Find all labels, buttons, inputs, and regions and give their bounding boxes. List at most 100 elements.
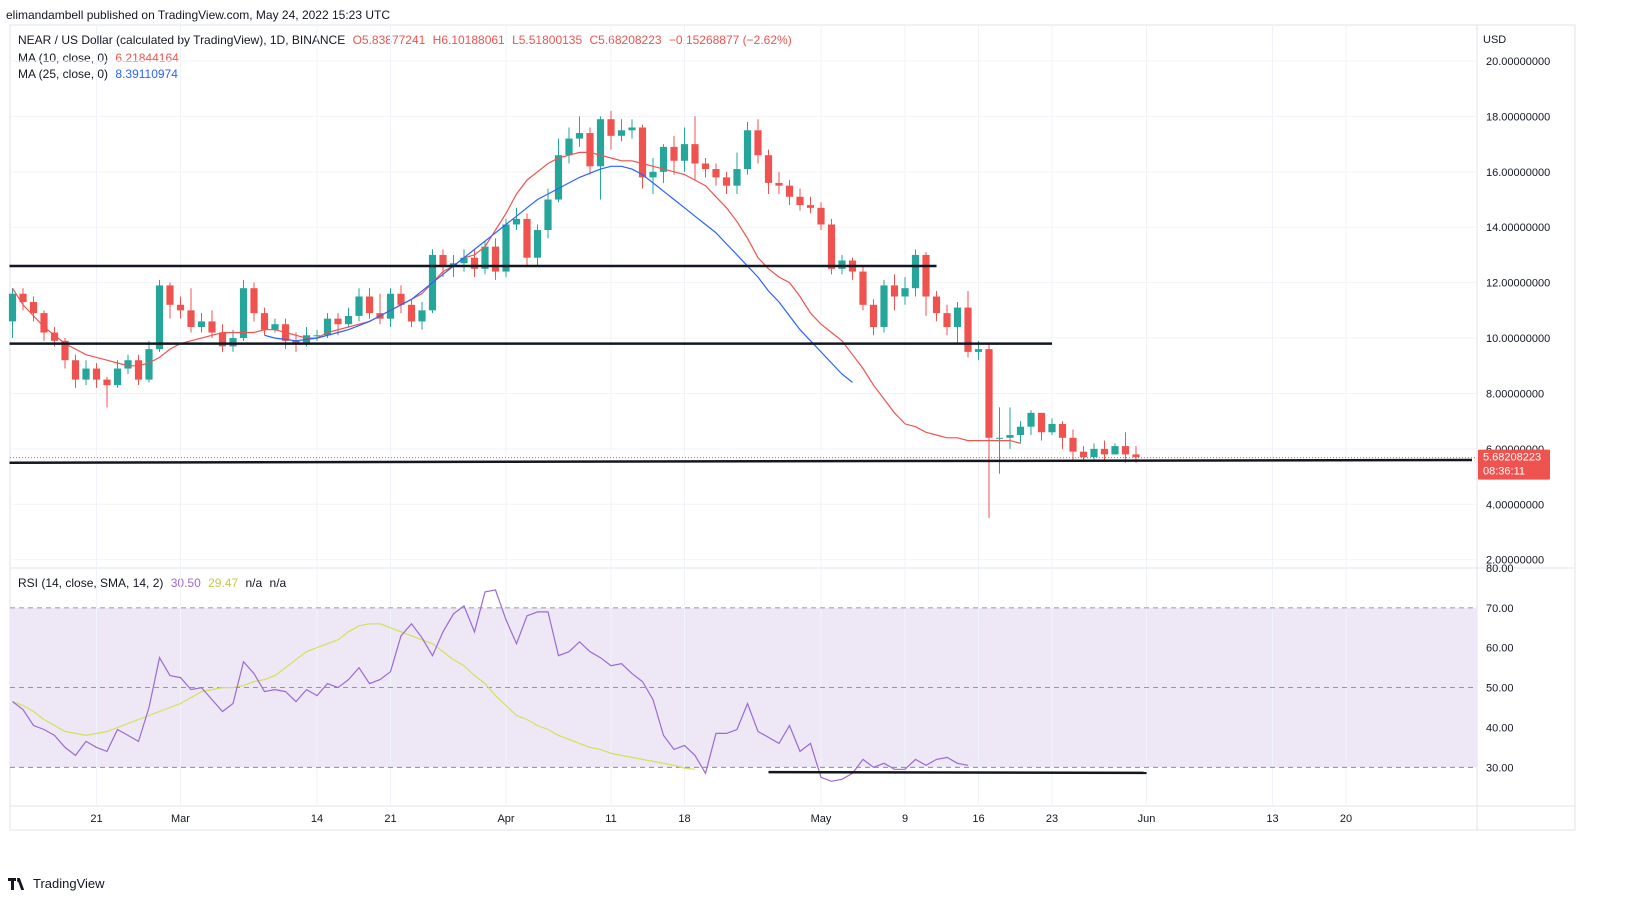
time-tick-label: 9 bbox=[902, 813, 908, 825]
candle-body bbox=[617, 130, 626, 136]
candle-body bbox=[932, 296, 941, 314]
candle bbox=[754, 119, 762, 164]
price-badge[interactable]: 5.68208223 08:36:11 bbox=[1478, 449, 1550, 480]
horizontal-level-line bbox=[9, 458, 1473, 464]
candle-body bbox=[533, 230, 542, 258]
symbol-name: NEAR / US Dollar (calculated by TradingV… bbox=[18, 33, 346, 47]
candle bbox=[775, 171, 783, 194]
candle bbox=[397, 285, 405, 314]
candle bbox=[386, 288, 395, 327]
candle-body bbox=[50, 332, 59, 341]
candle bbox=[187, 288, 195, 333]
candle-body bbox=[397, 293, 405, 305]
candle bbox=[1037, 412, 1046, 441]
candle bbox=[1111, 443, 1119, 455]
candle-body bbox=[418, 310, 426, 322]
candle-body bbox=[659, 146, 668, 172]
candle-body bbox=[1006, 435, 1014, 438]
candle bbox=[250, 282, 258, 322]
candle bbox=[176, 296, 185, 319]
candle-body bbox=[670, 146, 678, 161]
price-tick-label: 10.00000000 bbox=[1486, 333, 1550, 345]
candle bbox=[985, 343, 993, 519]
candle bbox=[239, 279, 248, 341]
candle-body bbox=[92, 368, 101, 380]
candle bbox=[733, 152, 741, 194]
candle bbox=[670, 135, 678, 175]
rsi-tick-label: 60.00 bbox=[1486, 643, 1514, 655]
candle-body bbox=[754, 130, 762, 156]
candle-body bbox=[355, 296, 363, 316]
candle-body bbox=[974, 349, 983, 352]
candle bbox=[743, 121, 752, 175]
rsi-label: RSI (14, close, SMA, 14, 2) bbox=[18, 576, 164, 590]
candle-body bbox=[743, 130, 752, 170]
candle-body bbox=[239, 288, 248, 339]
candle-body bbox=[218, 332, 227, 347]
candle-body bbox=[806, 205, 815, 208]
candle-body bbox=[575, 133, 584, 139]
candle bbox=[260, 307, 269, 336]
candle-body bbox=[775, 182, 783, 186]
time-tick-label: 11 bbox=[605, 813, 616, 825]
symbol-legend[interactable]: NEAR / US Dollar (calculated by TradingV… bbox=[18, 33, 792, 47]
rsi-legend[interactable]: RSI (14, close, SMA, 14, 2) 30.50 29.47 … bbox=[18, 576, 286, 590]
price-tick-label: 14.00000000 bbox=[1486, 222, 1550, 234]
tradingview-name: TradingView bbox=[33, 876, 105, 891]
rsi-value: 30.50 bbox=[170, 576, 201, 590]
candle-body bbox=[407, 304, 416, 322]
candle bbox=[145, 340, 153, 383]
ohlc-close: C5.68208223 bbox=[589, 33, 662, 47]
candle bbox=[964, 290, 972, 358]
time-tick-label: 20 bbox=[1340, 813, 1352, 825]
candle-body bbox=[796, 196, 804, 206]
candle-body bbox=[1037, 412, 1046, 433]
candle-body bbox=[638, 127, 647, 178]
ma10-line bbox=[11, 151, 1021, 444]
rsi-tick-label: 80.00 bbox=[1486, 563, 1514, 575]
candle-body bbox=[439, 254, 447, 267]
candle bbox=[502, 218, 510, 278]
candle-body bbox=[911, 254, 920, 289]
candle-body bbox=[176, 304, 185, 311]
candle-body bbox=[1121, 446, 1130, 455]
rsi-tick-label: 40.00 bbox=[1486, 722, 1514, 734]
candle-body bbox=[323, 318, 332, 336]
candle bbox=[838, 254, 846, 275]
candle-body bbox=[334, 318, 342, 325]
candle-body bbox=[880, 285, 888, 327]
time-tick-label: 13 bbox=[1266, 813, 1278, 825]
rsi-tick-label: 50.00 bbox=[1486, 683, 1514, 695]
candle-body bbox=[523, 218, 531, 258]
candle-body bbox=[292, 340, 300, 344]
candle-body bbox=[985, 349, 993, 438]
candle-body bbox=[365, 296, 374, 314]
candle bbox=[586, 127, 594, 175]
candle bbox=[575, 116, 584, 147]
chart-frame bbox=[9, 24, 1576, 831]
candle bbox=[932, 290, 941, 322]
candle bbox=[628, 119, 636, 139]
tradingview-branding[interactable]: TradingView bbox=[8, 876, 105, 891]
candle bbox=[208, 310, 216, 339]
candle bbox=[1027, 410, 1035, 436]
price-tick-label: 2.00000000 bbox=[1486, 555, 1544, 567]
price-badge-value: 5.68208223 bbox=[1483, 452, 1541, 464]
candle bbox=[313, 329, 321, 341]
candle-body bbox=[722, 177, 731, 186]
candle-body bbox=[817, 207, 825, 225]
tradingview-logo-icon bbox=[8, 877, 28, 890]
time-tick-label: 23 bbox=[1046, 813, 1058, 825]
publisher-line: elimandambell published on TradingView.c… bbox=[6, 8, 390, 22]
ma25-legend[interactable]: MA (25, close, 0) 8.39110974 bbox=[18, 67, 178, 81]
candle bbox=[859, 266, 867, 311]
candle bbox=[922, 252, 930, 316]
candle-body bbox=[449, 263, 458, 267]
candle bbox=[229, 329, 237, 352]
candle bbox=[722, 171, 731, 194]
candle bbox=[638, 124, 647, 189]
candle-body bbox=[271, 324, 279, 330]
candle-body bbox=[1090, 448, 1098, 458]
time-tick-label: 14 bbox=[311, 813, 323, 825]
